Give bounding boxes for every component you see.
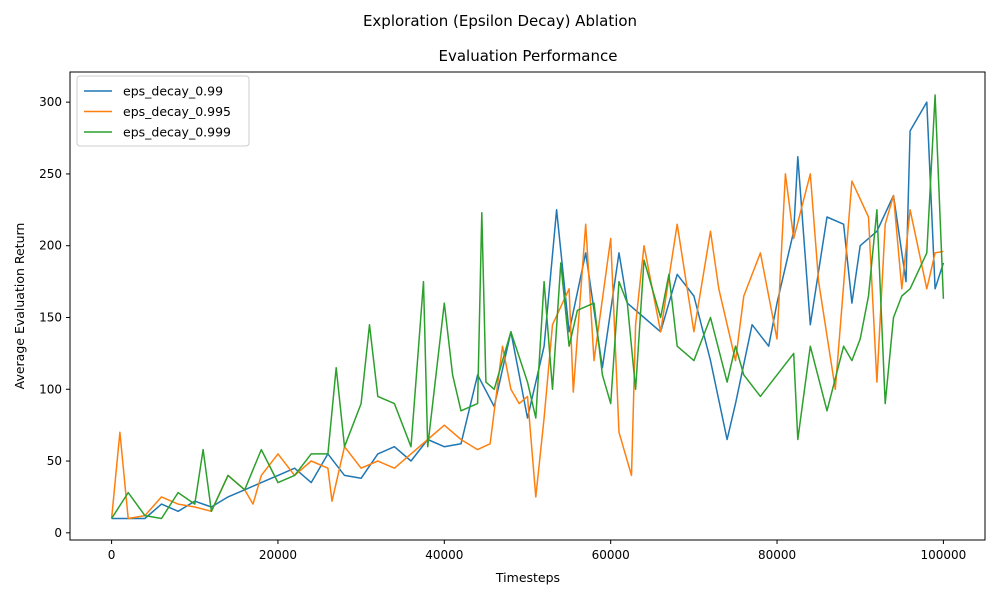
legend: eps_decay_0.99 eps_decay_0.995 eps_decay_0… (76, 75, 250, 147)
x-tick-label-2: 40000 (425, 548, 463, 562)
series-layer (110, 94, 945, 520)
y-tick-label-0: 0 (54, 526, 62, 540)
y-axis-ticks: 0 50 100 150 200 250 300 (39, 95, 70, 540)
x-tick-label-0: 0 (108, 548, 116, 562)
x-axis-label: Timesteps (495, 570, 560, 585)
x-tick-label-5: 100000 (921, 548, 967, 562)
y-tick-label-2: 100 (39, 382, 62, 396)
figure-title: Exploration (Epsilon Decay) Ablation (363, 12, 637, 30)
axes-frame (69, 71, 986, 541)
legend-label-0: eps_decay_0.99 (123, 84, 223, 99)
x-tick-label-3: 60000 (592, 548, 630, 562)
y-tick-label-6: 300 (39, 95, 62, 109)
y-tick-label-5: 250 (39, 167, 62, 181)
y-tick-label-4: 200 (39, 239, 62, 253)
y-tick-label-1: 50 (47, 454, 62, 468)
x-tick-label-1: 20000 (259, 548, 297, 562)
legend-box (76, 75, 250, 147)
chart-title: Evaluation Performance (439, 47, 618, 65)
x-axis-ticks: 0 20000 40000 60000 80000 100000 (108, 540, 967, 562)
legend-label-2: eps_decay_0.999 (123, 125, 231, 140)
legend-label-1: eps_decay_0.995 (123, 104, 231, 119)
x-tick-label-4: 80000 (758, 548, 796, 562)
y-axis-label: Average Evaluation Return (12, 223, 27, 390)
series-line-2 (110, 94, 945, 520)
y-tick-label-3: 150 (39, 310, 62, 324)
series-line-1 (110, 173, 944, 520)
series-line-0 (111, 101, 945, 520)
